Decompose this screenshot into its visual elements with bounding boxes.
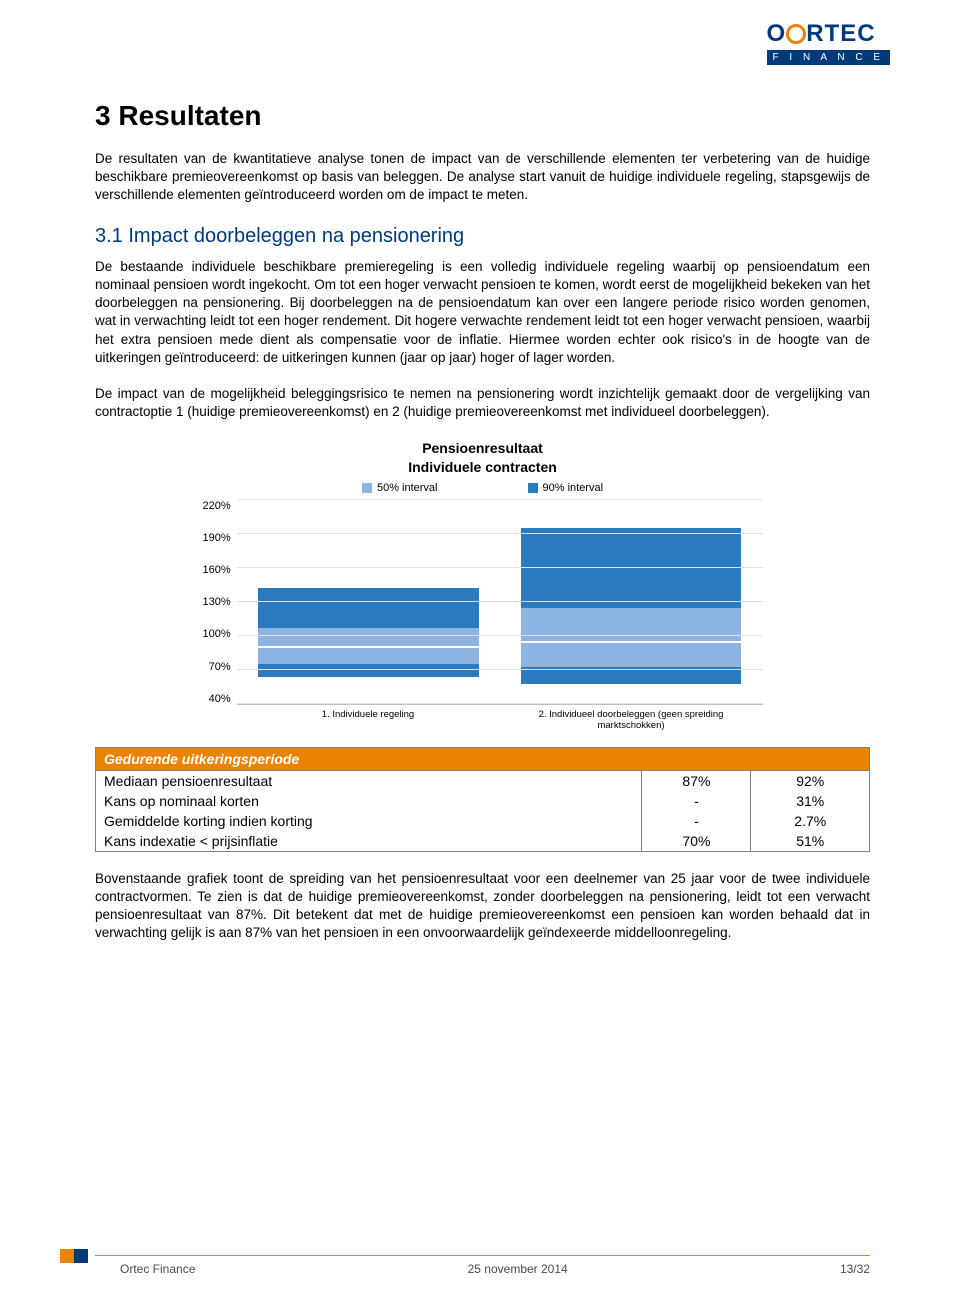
chart: Pensioenresultaat Individuele contracten… — [203, 439, 763, 730]
x-tick-label: 2. Individueel doorbeleggen (geen spreid… — [521, 709, 742, 731]
swatch-50-icon — [362, 483, 372, 493]
legend-90: 90% interval — [528, 482, 604, 494]
y-tick: 130% — [203, 596, 231, 608]
y-tick: 70% — [209, 661, 231, 673]
table-row: Mediaan pensioenresultaat87%92% — [96, 770, 870, 791]
plot-area — [237, 500, 763, 705]
y-tick: 190% — [203, 532, 231, 544]
bar-90-interval — [521, 528, 742, 684]
closing-paragraph: Bovenstaande grafiek toont de spreiding … — [95, 870, 870, 943]
footer-right: 13/32 — [840, 1262, 870, 1276]
paragraph-1: De bestaande individuele beschikbare pre… — [95, 258, 870, 367]
results-table: Gedurende uitkeringsperiode Mediaan pens… — [95, 747, 870, 852]
swatch-90-icon — [528, 483, 538, 493]
row-label: Kans indexatie < prijsinflatie — [96, 831, 642, 852]
gridline — [237, 601, 763, 602]
y-tick: 160% — [203, 564, 231, 576]
row-col1: 70% — [642, 831, 751, 852]
table-row: Kans op nominaal korten-31% — [96, 791, 870, 811]
row-col2: 51% — [751, 831, 870, 852]
row-col1: - — [642, 791, 751, 811]
row-col1: - — [642, 811, 751, 831]
chart-legend: 50% interval 90% interval — [203, 482, 763, 494]
x-tick-label: 1. Individuele regeling — [258, 709, 479, 731]
bar-slot — [521, 500, 742, 704]
logo-circle-icon — [786, 24, 806, 44]
table-row: Kans indexatie < prijsinflatie70%51% — [96, 831, 870, 852]
y-tick: 40% — [209, 693, 231, 705]
median-line — [258, 646, 479, 648]
row-label: Mediaan pensioenresultaat — [96, 770, 642, 791]
logo-sub: F I N A N C E — [767, 50, 890, 65]
row-col2: 92% — [751, 770, 870, 791]
x-axis: 1. Individuele regeling 2. Individueel do… — [203, 709, 763, 731]
footer-center: 25 november 2014 — [468, 1262, 568, 1276]
footer-blocks-icon — [60, 1249, 88, 1263]
y-axis: 220% 190% 160% 130% 100% 70% 40% — [203, 500, 237, 705]
heading-2: 3.1 Impact doorbeleggen na pensionering — [95, 225, 870, 248]
chart-title-line2: Individuele contracten — [408, 459, 557, 475]
row-col2: 2.7% — [751, 811, 870, 831]
median-line — [521, 641, 742, 643]
chart-title: Pensioenresultaat Individuele contracten — [203, 439, 763, 475]
footer-line — [95, 1255, 870, 1256]
logo: O RTEC F I N A N C E — [767, 20, 890, 65]
row-label: Gemiddelde korting indien korting — [96, 811, 642, 831]
row-label: Kans op nominaal korten — [96, 791, 642, 811]
bar-slot — [258, 500, 479, 704]
chart-plot: 220% 190% 160% 130% 100% 70% 40% — [203, 500, 763, 705]
chart-title-line1: Pensioenresultaat — [422, 440, 543, 456]
gridline — [237, 635, 763, 636]
row-col1: 87% — [642, 770, 751, 791]
logo-main: O RTEC — [767, 20, 890, 48]
y-tick: 100% — [203, 628, 231, 640]
y-tick: 220% — [203, 500, 231, 512]
gridline — [237, 567, 763, 568]
bar-50-interval — [521, 608, 742, 667]
gridline — [237, 669, 763, 670]
legend-90-label: 90% interval — [543, 482, 604, 494]
footer-block-blue — [74, 1249, 88, 1263]
footer-left: Ortec Finance — [120, 1262, 195, 1276]
logo-rest: RTEC — [806, 20, 875, 48]
footer-block-orange — [60, 1249, 74, 1263]
row-col2: 31% — [751, 791, 870, 811]
gridline — [237, 533, 763, 534]
paragraph-2: De impact van de mogelijkheid beleggings… — [95, 385, 870, 421]
table-header: Gedurende uitkeringsperiode — [96, 747, 870, 770]
footer: Ortec Finance 25 november 2014 13/32 — [120, 1262, 870, 1276]
gridline — [237, 499, 763, 500]
heading-1: 3 Resultaten — [95, 100, 870, 132]
table-row: Gemiddelde korting indien korting-2.7% — [96, 811, 870, 831]
logo-letter-o: O — [767, 20, 787, 48]
bars-container — [237, 500, 763, 704]
legend-50-label: 50% interval — [377, 482, 438, 494]
gridline — [237, 703, 763, 704]
legend-50: 50% interval — [362, 482, 438, 494]
intro-paragraph: De resultaten van de kwantitatieve analy… — [95, 150, 870, 205]
